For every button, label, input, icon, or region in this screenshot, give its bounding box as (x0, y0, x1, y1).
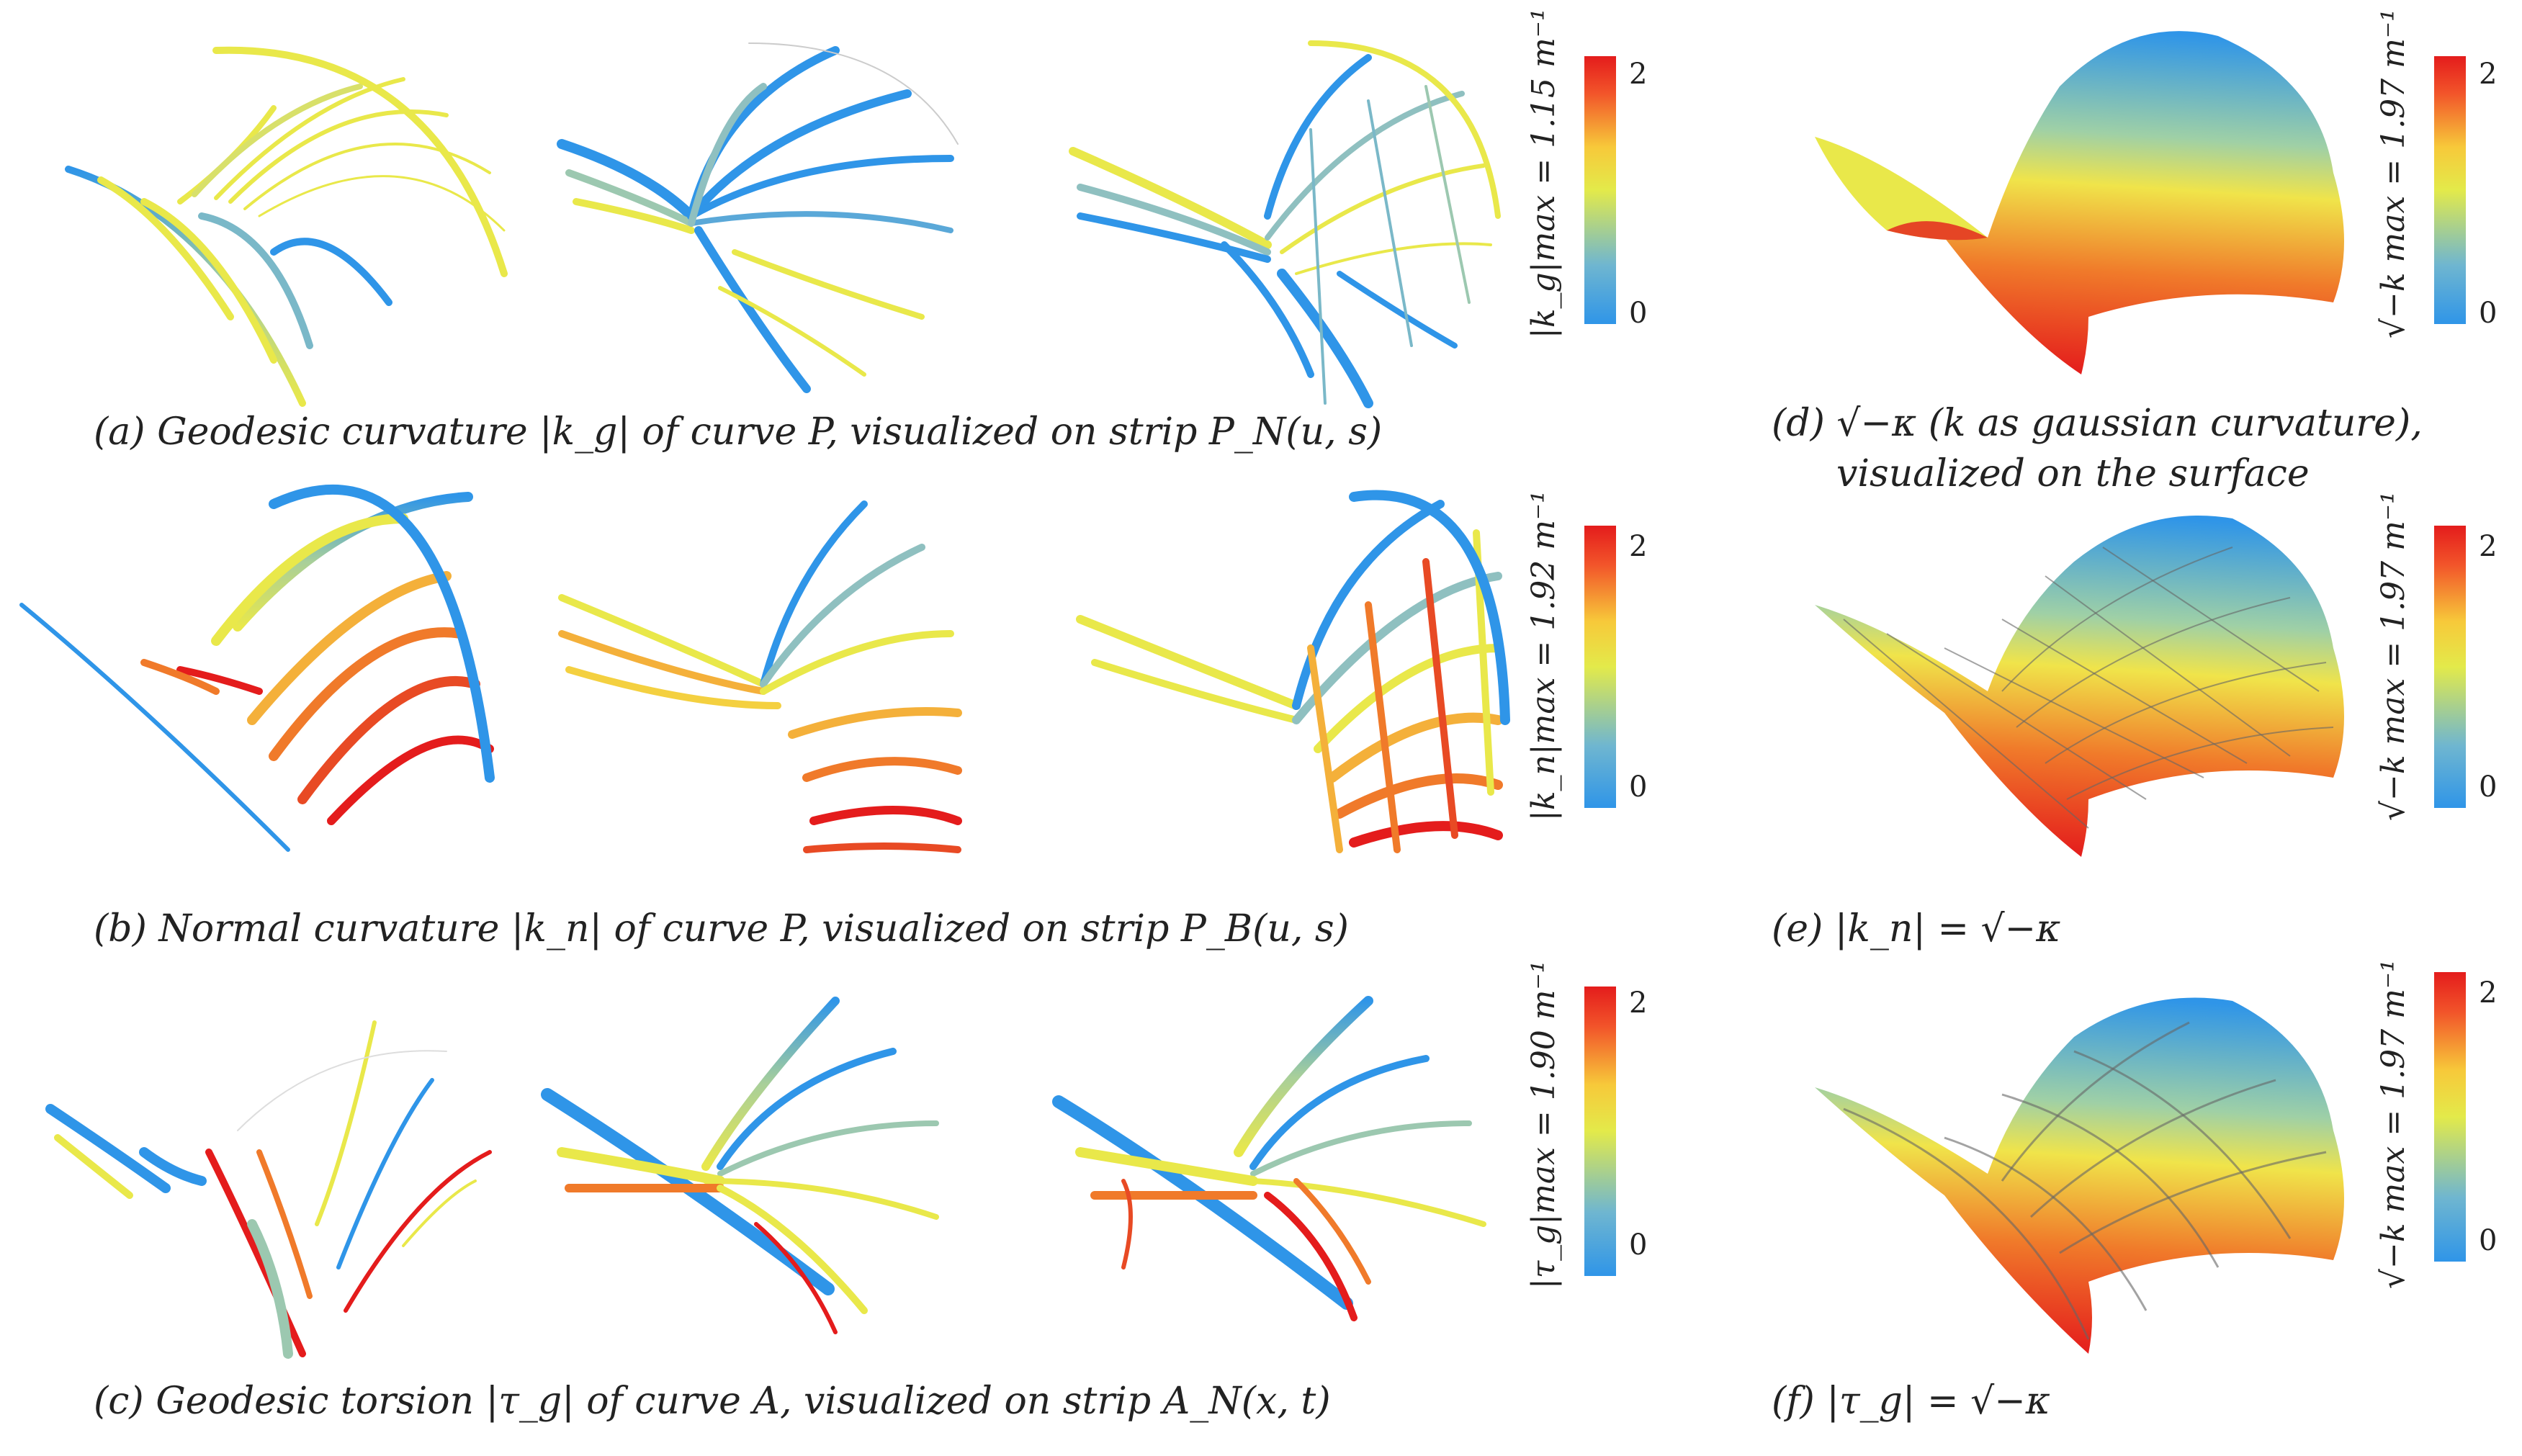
colorbar-c-tick-bottom: 0 (1629, 1228, 1648, 1262)
caption-e: (e) |k_n| = √−κ (1772, 907, 2061, 951)
panel-b-right (1076, 490, 1510, 853)
panel-f-surface (1815, 997, 2344, 1354)
panel-c-middle (541, 997, 939, 1334)
colorbar-a-label: |k_g|max = 1.15 m⁻¹ (1525, 8, 1562, 338)
panel-b-middle (558, 500, 962, 853)
panel-a-middle (557, 42, 959, 393)
colorbar-a (1584, 56, 1616, 324)
colorbar-b-label: |k_n|max = 1.92 m⁻¹ (1525, 490, 1562, 821)
panel-a-right (1069, 40, 1501, 408)
colorbar-e-tick-top: 2 (2479, 530, 2498, 563)
colorbar-a-tick-bottom: 0 (1629, 297, 1648, 330)
panel-a-left (65, 46, 508, 407)
panel-b-left (19, 484, 495, 852)
caption-d-line1: (d) √−κ (k as gaussian curvature), (1772, 402, 2423, 445)
caption-d-line2: visualized on the surface (1836, 452, 2310, 495)
caption-c: (c) Geodesic torsion |τ_g| of curve A, v… (94, 1380, 1331, 1423)
colorbar-d-tick-bottom: 0 (2479, 297, 2498, 330)
panel-e-surface (1815, 516, 2344, 857)
colorbar-f (2434, 972, 2466, 1262)
colorbar-d-label: √−k max = 1.97 m⁻¹ (2375, 9, 2412, 338)
colorbar-c-label: |τ_g|max = 1.90 m⁻¹ (1525, 960, 1562, 1289)
caption-a: (a) Geodesic curvature |k_g| of curve P,… (94, 410, 1383, 454)
panel-c-right (1052, 996, 1486, 1321)
colorbar-e (2434, 526, 2466, 808)
caption-f: (f) |τ_g| = √−κ (1772, 1380, 2050, 1423)
colorbar-b (1584, 526, 1616, 808)
caption-b: (b) Normal curvature |k_n| of curve P, v… (94, 907, 1349, 951)
colorbar-e-label: √−k max = 1.97 m⁻¹ (2375, 491, 2412, 821)
colorbar-e-tick-bottom: 0 (2479, 770, 2498, 804)
colorbar-d-tick-top: 2 (2479, 58, 2498, 91)
colorbar-f-tick-bottom: 0 (2479, 1224, 2498, 1257)
panel-c-left (45, 1020, 492, 1359)
colorbar-f-label: √−k max = 1.97 m⁻¹ (2375, 959, 2412, 1289)
colorbar-f-tick-top: 2 (2479, 976, 2498, 1010)
colorbar-a-tick-top: 2 (1629, 58, 1648, 91)
colorbar-c (1584, 987, 1616, 1276)
panel-d-surface (1815, 31, 2344, 375)
colorbar-b-tick-top: 2 (1629, 530, 1648, 563)
colorbar-c-tick-top: 2 (1629, 987, 1648, 1020)
colorbar-b-tick-bottom: 0 (1629, 770, 1648, 804)
colorbar-d (2434, 56, 2466, 324)
